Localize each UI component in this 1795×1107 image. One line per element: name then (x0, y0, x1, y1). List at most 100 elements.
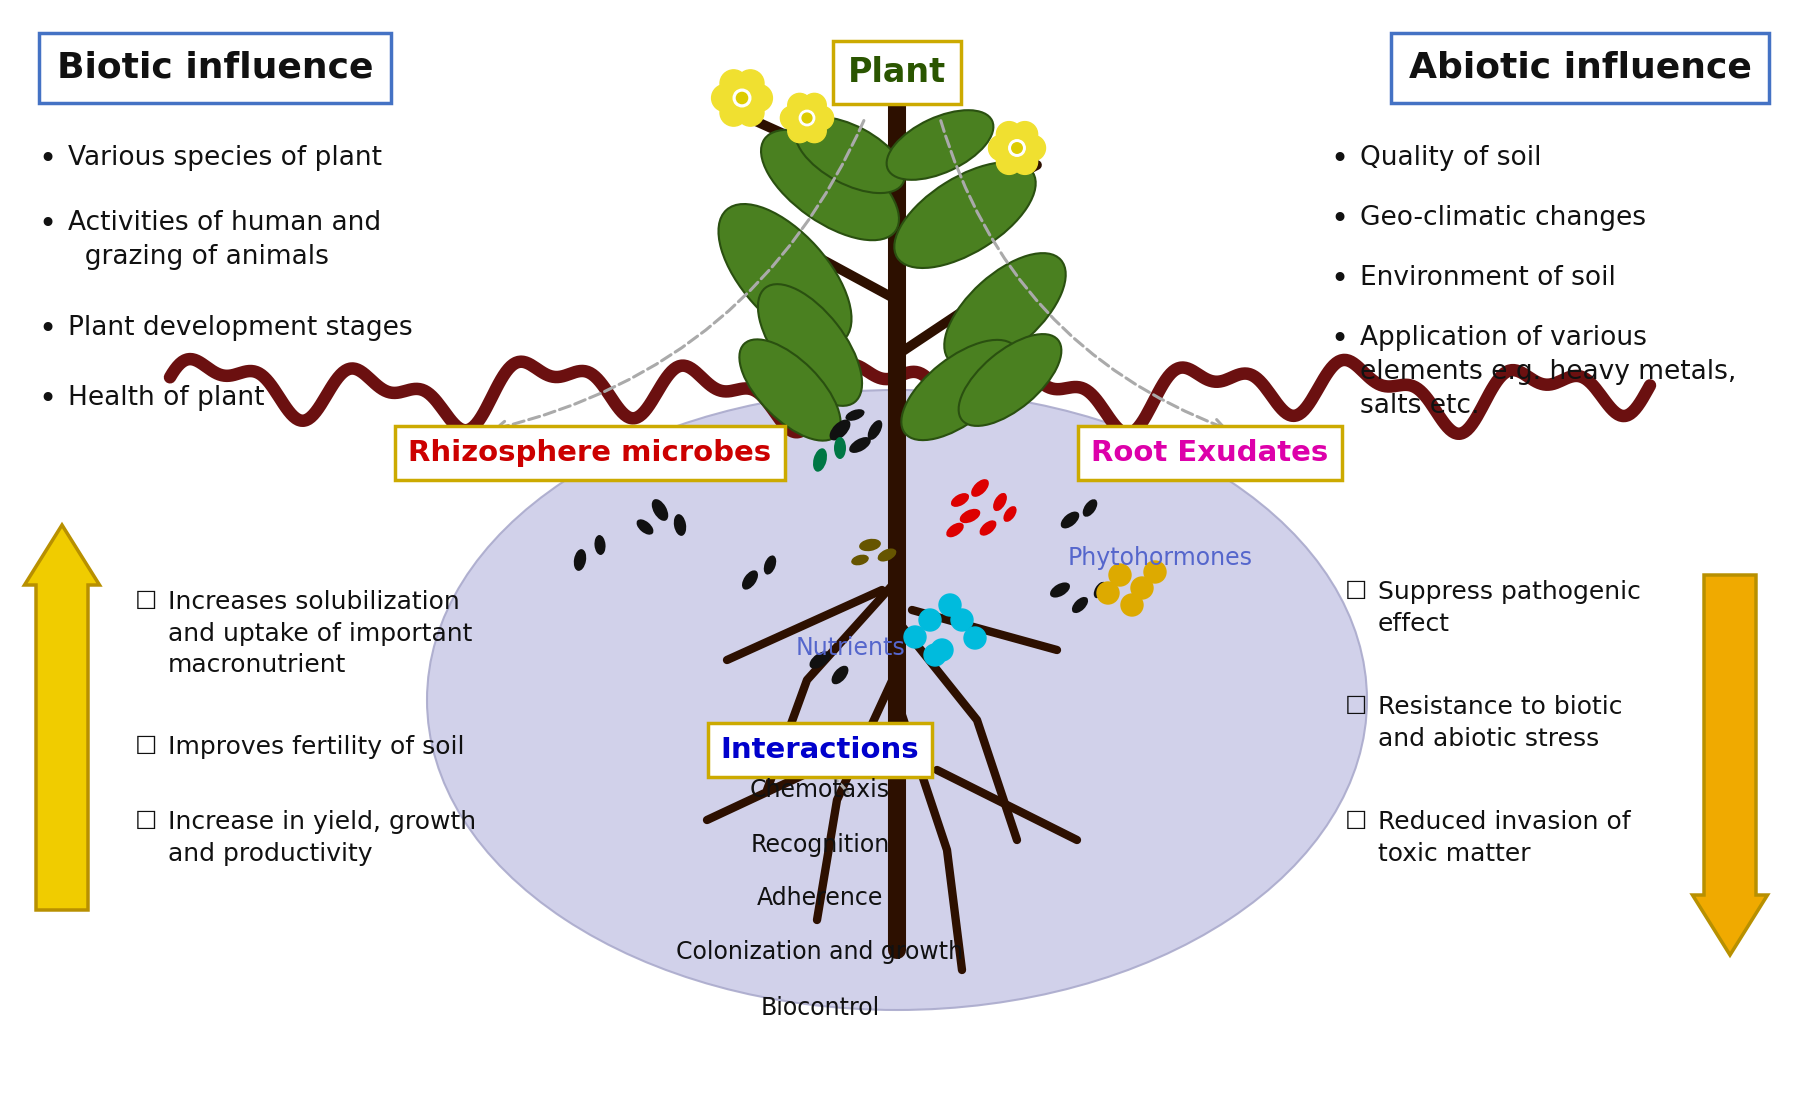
Circle shape (720, 99, 747, 126)
Circle shape (989, 135, 1014, 161)
Text: ☐: ☐ (1344, 580, 1368, 604)
Text: Increases solubilization
and uptake of important
macronutrient: Increases solubilization and uptake of i… (169, 590, 472, 677)
Circle shape (867, 68, 881, 82)
Circle shape (964, 627, 985, 649)
Text: Plant: Plant (847, 55, 946, 89)
Text: Adherence: Adherence (757, 886, 883, 910)
Circle shape (878, 64, 899, 86)
Text: Various species of plant: Various species of plant (68, 145, 382, 170)
Circle shape (905, 625, 926, 648)
Circle shape (788, 118, 811, 143)
Text: Recognition: Recognition (750, 832, 890, 857)
Text: Nutrients: Nutrients (795, 637, 905, 660)
Ellipse shape (867, 420, 883, 439)
Circle shape (1122, 594, 1143, 615)
Text: Root Exudates: Root Exudates (1091, 439, 1328, 467)
Text: Colonization and growth: Colonization and growth (677, 940, 964, 964)
Circle shape (1009, 139, 1025, 156)
Text: •: • (1330, 205, 1348, 234)
Circle shape (924, 644, 946, 666)
Circle shape (858, 75, 880, 97)
Text: Biocontrol: Biocontrol (761, 996, 880, 1020)
Ellipse shape (757, 284, 862, 406)
Text: ☐: ☐ (135, 810, 158, 834)
Circle shape (736, 92, 747, 104)
Circle shape (951, 609, 973, 631)
FancyArrow shape (1693, 575, 1768, 955)
Circle shape (871, 52, 892, 74)
Circle shape (1012, 148, 1038, 175)
Circle shape (1109, 563, 1131, 586)
Ellipse shape (1093, 582, 1106, 598)
FancyArrowPatch shape (495, 121, 863, 431)
Circle shape (810, 106, 833, 130)
Ellipse shape (740, 340, 840, 441)
Ellipse shape (574, 549, 587, 571)
Text: Interactions: Interactions (720, 736, 919, 764)
Circle shape (871, 71, 880, 80)
Circle shape (1131, 577, 1152, 599)
Ellipse shape (795, 117, 905, 193)
Circle shape (802, 118, 826, 143)
Text: •: • (1330, 325, 1348, 354)
Ellipse shape (993, 493, 1007, 511)
Text: Biotic influence: Biotic influence (57, 51, 373, 85)
Text: •: • (38, 385, 56, 414)
Ellipse shape (944, 254, 1066, 366)
Ellipse shape (960, 509, 980, 524)
Ellipse shape (718, 204, 851, 346)
Circle shape (802, 113, 811, 123)
Circle shape (919, 609, 941, 631)
Ellipse shape (951, 493, 969, 507)
Ellipse shape (1072, 597, 1088, 613)
Circle shape (799, 111, 815, 126)
Text: •: • (38, 315, 56, 344)
Ellipse shape (1061, 511, 1079, 528)
Text: •: • (1330, 265, 1348, 294)
Ellipse shape (741, 570, 757, 590)
Text: •: • (38, 145, 56, 174)
Ellipse shape (813, 448, 827, 472)
Circle shape (1012, 143, 1021, 153)
FancyArrowPatch shape (795, 748, 849, 793)
Ellipse shape (810, 651, 831, 669)
Ellipse shape (1082, 499, 1097, 517)
Ellipse shape (835, 437, 845, 459)
Ellipse shape (1003, 506, 1016, 521)
Text: ☐: ☐ (135, 735, 158, 759)
Circle shape (851, 64, 872, 86)
Text: Abiotic influence: Abiotic influence (1409, 51, 1752, 85)
Text: Phytohormones: Phytohormones (1068, 546, 1253, 570)
Circle shape (996, 148, 1021, 175)
Text: Environment of soil: Environment of soil (1361, 265, 1616, 291)
Circle shape (802, 93, 826, 117)
Ellipse shape (860, 539, 881, 551)
Ellipse shape (845, 410, 865, 421)
Text: Suppress pathogenic
effect: Suppress pathogenic effect (1379, 580, 1641, 635)
Ellipse shape (652, 499, 668, 521)
Ellipse shape (427, 390, 1368, 1010)
Circle shape (858, 52, 880, 74)
Circle shape (1143, 561, 1167, 583)
Circle shape (871, 75, 892, 97)
Text: Activities of human and
  grazing of animals: Activities of human and grazing of anima… (68, 210, 381, 270)
Circle shape (720, 70, 747, 97)
Text: Chemotaxis: Chemotaxis (750, 778, 890, 801)
FancyArrow shape (25, 525, 99, 910)
Ellipse shape (637, 519, 653, 535)
Ellipse shape (673, 514, 686, 536)
Ellipse shape (959, 334, 1061, 426)
Text: •: • (1330, 145, 1348, 174)
Circle shape (788, 93, 811, 117)
Circle shape (1097, 582, 1118, 604)
Circle shape (932, 639, 953, 661)
Circle shape (745, 84, 772, 112)
Circle shape (1012, 122, 1038, 147)
Text: ☐: ☐ (135, 590, 158, 614)
Ellipse shape (946, 523, 964, 537)
Ellipse shape (831, 665, 849, 684)
Text: Reduced invasion of
toxic matter: Reduced invasion of toxic matter (1379, 810, 1630, 866)
Ellipse shape (1050, 582, 1070, 598)
Ellipse shape (901, 340, 1020, 441)
Ellipse shape (971, 479, 989, 497)
